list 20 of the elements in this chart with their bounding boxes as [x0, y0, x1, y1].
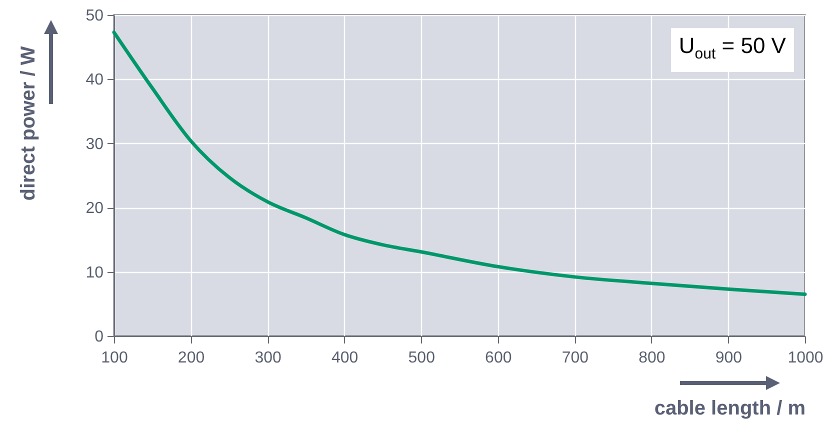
y-axis-title: direct power / W [18, 46, 40, 201]
x-tick-label: 500 [408, 350, 436, 366]
x-tick-label: 100 [101, 350, 128, 366]
x-tick-label: 700 [562, 350, 589, 366]
y-tick-label: 20 [86, 200, 104, 218]
x-tick-label: 1000 [788, 350, 824, 366]
y-tick-label: 10 [86, 264, 104, 282]
x-tick-label: 200 [178, 350, 205, 366]
y-tick-label: 30 [86, 136, 104, 153]
x-tick-label: 800 [638, 350, 666, 366]
y-tick-label: 50 [86, 8, 104, 24]
x-tick-label: 300 [254, 350, 282, 366]
line-series [112, 30, 807, 296]
y-tick-label: 40 [86, 72, 104, 89]
x-axis-title: cable length / m [654, 398, 806, 420]
annotation: U$_{out}$ = 50 V [670, 28, 794, 72]
y-tick-label: 0 [94, 328, 104, 346]
x-tick-label: 900 [715, 350, 742, 366]
x-tick-label: 600 [485, 350, 512, 366]
x-tick-label: 400 [331, 350, 358, 366]
